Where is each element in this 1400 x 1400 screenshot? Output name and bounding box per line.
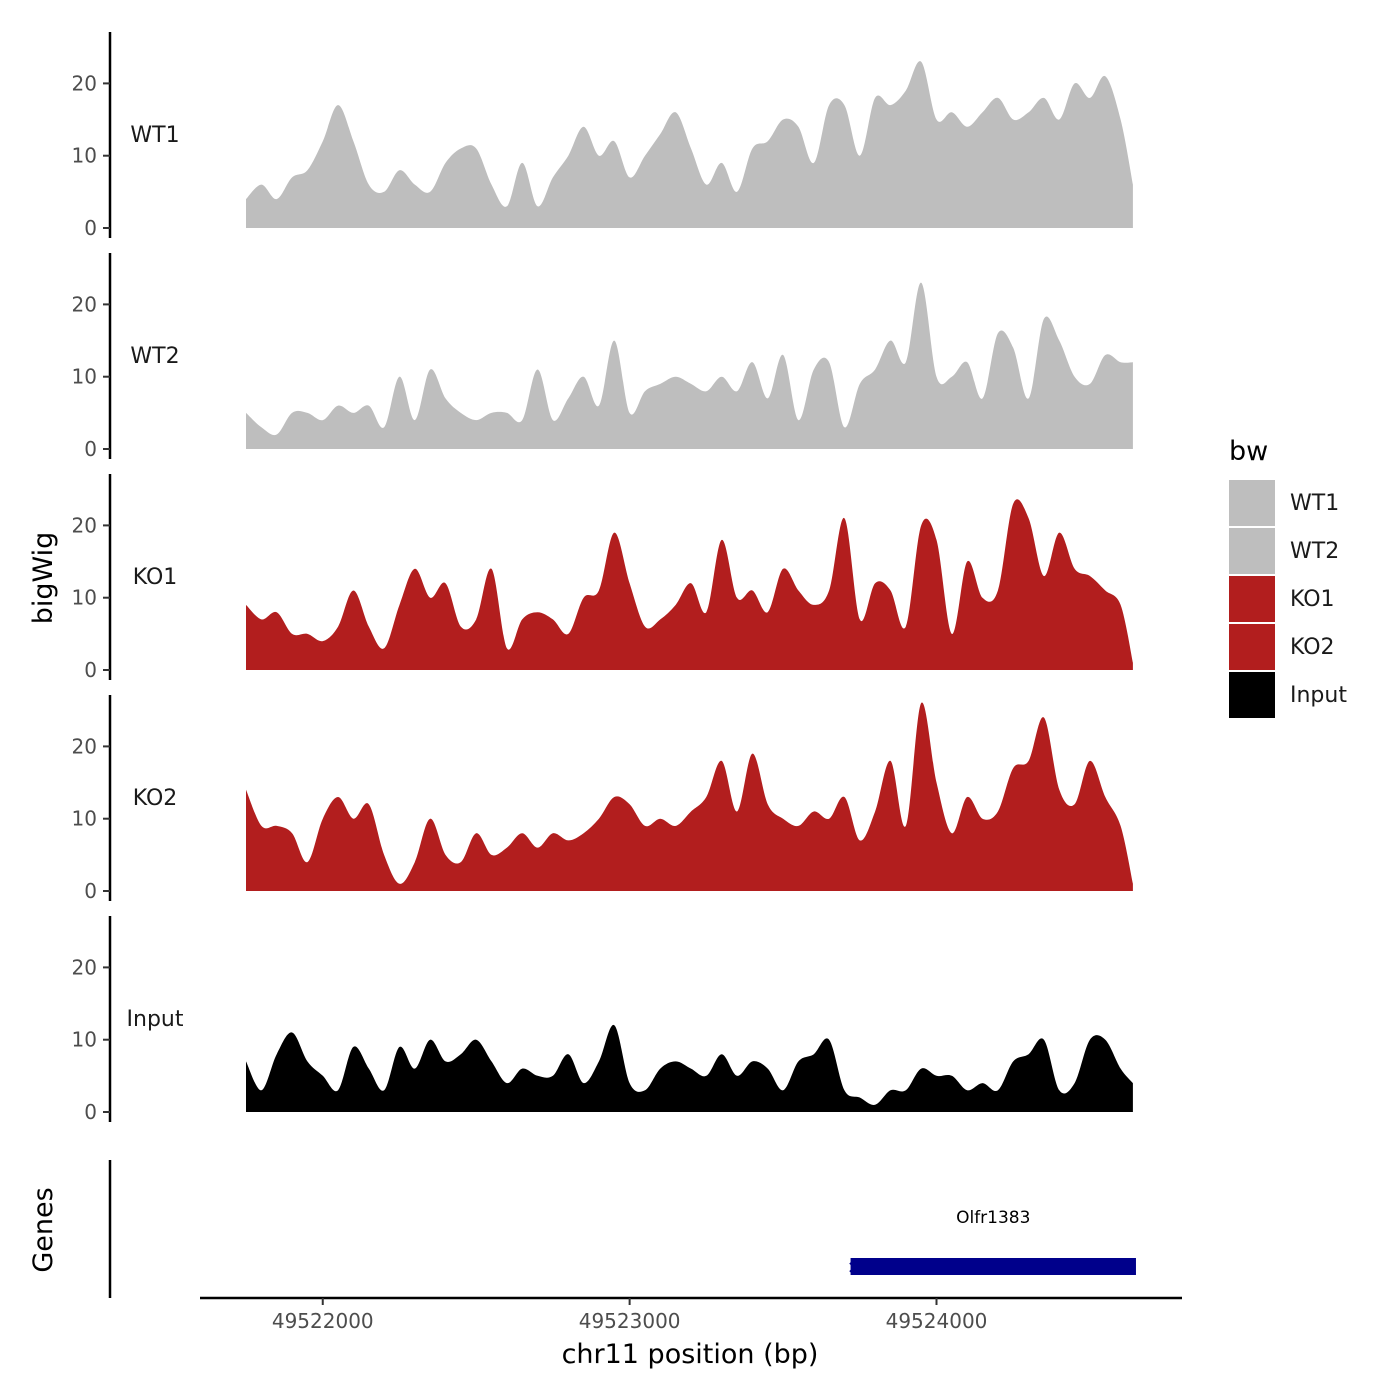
track-label-wt1: WT1 [130, 123, 179, 148]
y-axis-title: bigWig [28, 532, 59, 625]
legend-label-wt2: WT2 [1290, 539, 1339, 564]
y-tick-label-ko1-20: 20 [72, 513, 97, 537]
gene-body-olfr1383 [850, 1258, 1136, 1275]
x-tick-label-49523000: 49523000 [579, 1309, 681, 1333]
y-tick-label-ko2-0: 0 [84, 879, 97, 903]
y-tick-label-input-0: 0 [84, 1100, 97, 1124]
y-tick-label-wt1-20: 20 [72, 71, 97, 95]
legend-title: bw [1229, 436, 1268, 467]
y-tick-label-wt2-0: 0 [84, 437, 97, 461]
coverage-area-wt2 [246, 282, 1133, 449]
y-tick-label-ko2-10: 10 [72, 807, 97, 831]
track-label-ko2: KO2 [133, 786, 178, 811]
legend-label-ko2: KO2 [1290, 635, 1335, 660]
gene-strand-marker: × [847, 1257, 862, 1278]
legend-label-ko1: KO1 [1290, 587, 1335, 612]
track-label-ko1: KO1 [133, 565, 178, 590]
y-tick-label-ko2-20: 20 [72, 734, 97, 758]
track-label-input: Input [127, 1007, 184, 1032]
coverage-area-ko2 [246, 702, 1133, 891]
x-axis-title: chr11 position (bp) [562, 1339, 819, 1370]
coverage-area-ko1 [246, 499, 1133, 670]
x-tick-label-49522000: 49522000 [272, 1309, 374, 1333]
y-tick-label-ko1-0: 0 [84, 658, 97, 682]
genes-axis-title: Genes [28, 1187, 59, 1272]
legend-key-wt2 [1229, 528, 1275, 574]
y-tick-label-wt2-10: 10 [72, 365, 97, 389]
coverage-area-input [246, 1024, 1133, 1112]
track-label-wt2: WT2 [130, 344, 179, 369]
legend-label-input: Input [1290, 683, 1347, 708]
gene-label-olfr1383: Olfr1383 [956, 1208, 1030, 1228]
y-tick-label-input-20: 20 [72, 955, 97, 979]
y-tick-label-wt1-0: 0 [84, 216, 97, 240]
legend-label-wt1: WT1 [1290, 491, 1339, 516]
y-tick-label-wt2-20: 20 [72, 292, 97, 316]
legend-key-input [1229, 672, 1275, 718]
legend-key-ko2 [1229, 624, 1275, 670]
legend-key-wt1 [1229, 480, 1275, 526]
coverage-area-wt1 [246, 61, 1133, 228]
y-tick-label-input-10: 10 [72, 1028, 97, 1052]
y-tick-label-ko1-10: 10 [72, 586, 97, 610]
x-tick-label-49524000: 49524000 [886, 1309, 988, 1333]
y-tick-label-wt1-10: 10 [72, 144, 97, 168]
legend-key-ko1 [1229, 576, 1275, 622]
